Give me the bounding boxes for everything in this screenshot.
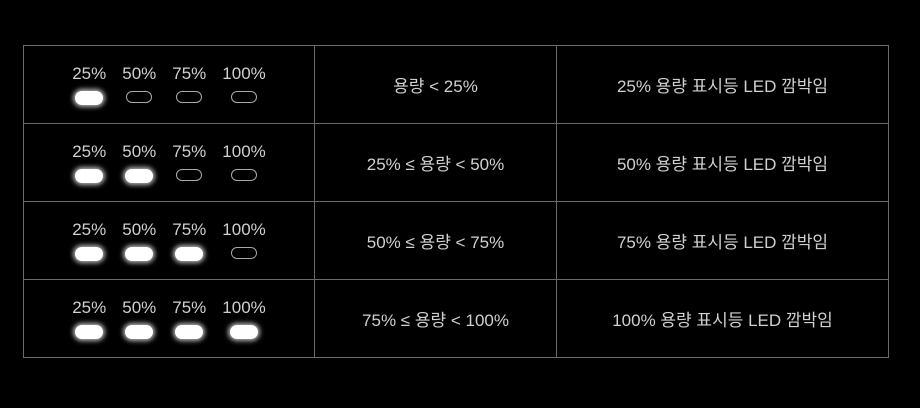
capacity-range: 25% ≤ 용량 < 50% <box>314 123 557 202</box>
led-on-icon <box>175 325 204 339</box>
led-on-icon <box>125 325 154 339</box>
led-status: 100% 용량 표시등 LED 깜박임 <box>556 279 889 358</box>
led-label: 50% <box>122 298 157 317</box>
led-off-icon <box>176 91 203 103</box>
led-cell: 25% 50% 75% 100% <box>23 279 315 358</box>
table-row: 25% 50% 75% 100% 용량 < 25% 25% 용량 표시등 LED 깜박… <box>23 45 889 124</box>
led-label: 25% <box>72 64 107 83</box>
led-status: 25% 용량 표시등 LED 깜박임 <box>556 45 889 124</box>
led-indicator: 75% <box>172 142 206 183</box>
led-indicator: 25% <box>72 64 106 105</box>
led-label: 100% <box>222 220 266 239</box>
led-indicator: 75% <box>172 220 206 261</box>
led-cell: 25% 50% 75% 100% <box>23 45 315 124</box>
capacity-range: 50% ≤ 용량 < 75% <box>314 201 557 280</box>
led-on-icon <box>75 325 104 339</box>
led-indicator: 50% <box>122 220 156 261</box>
led-label: 25% <box>72 142 107 161</box>
table-row: 25% 50% 75% 100% 50% ≤ 용량 < 75% 75% 용량 표시등 … <box>23 201 889 280</box>
led-indicator: 50% <box>122 64 156 105</box>
led-label: 50% <box>122 220 157 239</box>
led-indicator: 25% <box>72 298 106 339</box>
led-label: 100% <box>222 142 266 161</box>
led-off-icon <box>231 91 258 103</box>
led-indicator: 50% <box>122 298 156 339</box>
led-label: 25% <box>72 220 107 239</box>
led-indicator: 75% <box>172 298 206 339</box>
led-status: 75% 용량 표시등 LED 깜박임 <box>556 201 889 280</box>
led-indicator: 100% <box>222 142 266 183</box>
led-on-icon <box>75 91 104 105</box>
led-cell: 25% 50% 75% 100% <box>23 201 315 280</box>
table-row: 25% 50% 75% 100% 75% ≤ 용량 < 100% 100% 용량 표시… <box>23 279 889 358</box>
led-on-icon <box>230 325 259 339</box>
led-off-icon <box>126 91 153 103</box>
battery-indicator-table: 25% 50% 75% 100% 용량 < 25% 25% 용량 표시등 LED 깜박… <box>23 45 889 358</box>
led-label: 100% <box>222 298 266 317</box>
led-on-icon <box>125 247 154 261</box>
led-status: 50% 용량 표시등 LED 깜박임 <box>556 123 889 202</box>
capacity-range: 75% ≤ 용량 < 100% <box>314 279 557 358</box>
led-label: 75% <box>172 220 207 239</box>
led-indicator: 100% <box>222 298 266 339</box>
led-indicator: 25% <box>72 142 106 183</box>
led-indicator: 50% <box>122 142 156 183</box>
led-on-icon <box>75 169 104 183</box>
led-label: 25% <box>72 298 107 317</box>
led-label: 75% <box>172 64 207 83</box>
led-on-icon <box>125 169 154 183</box>
led-label: 75% <box>172 298 207 317</box>
led-label: 75% <box>172 142 207 161</box>
table-row: 25% 50% 75% 100% 25% ≤ 용량 < 50% 50% 용량 표시등 … <box>23 123 889 202</box>
led-label: 50% <box>122 64 157 83</box>
led-indicator: 25% <box>72 220 106 261</box>
led-indicator: 100% <box>222 220 266 261</box>
capacity-range: 용량 < 25% <box>314 45 557 124</box>
led-on-icon <box>175 247 204 261</box>
led-indicator: 100% <box>222 64 266 105</box>
led-label: 50% <box>122 142 157 161</box>
led-label: 100% <box>222 64 266 83</box>
led-off-icon <box>231 169 258 181</box>
led-on-icon <box>75 247 104 261</box>
led-off-icon <box>176 169 203 181</box>
led-indicator: 75% <box>172 64 206 105</box>
led-off-icon <box>231 247 258 259</box>
led-cell: 25% 50% 75% 100% <box>23 123 315 202</box>
